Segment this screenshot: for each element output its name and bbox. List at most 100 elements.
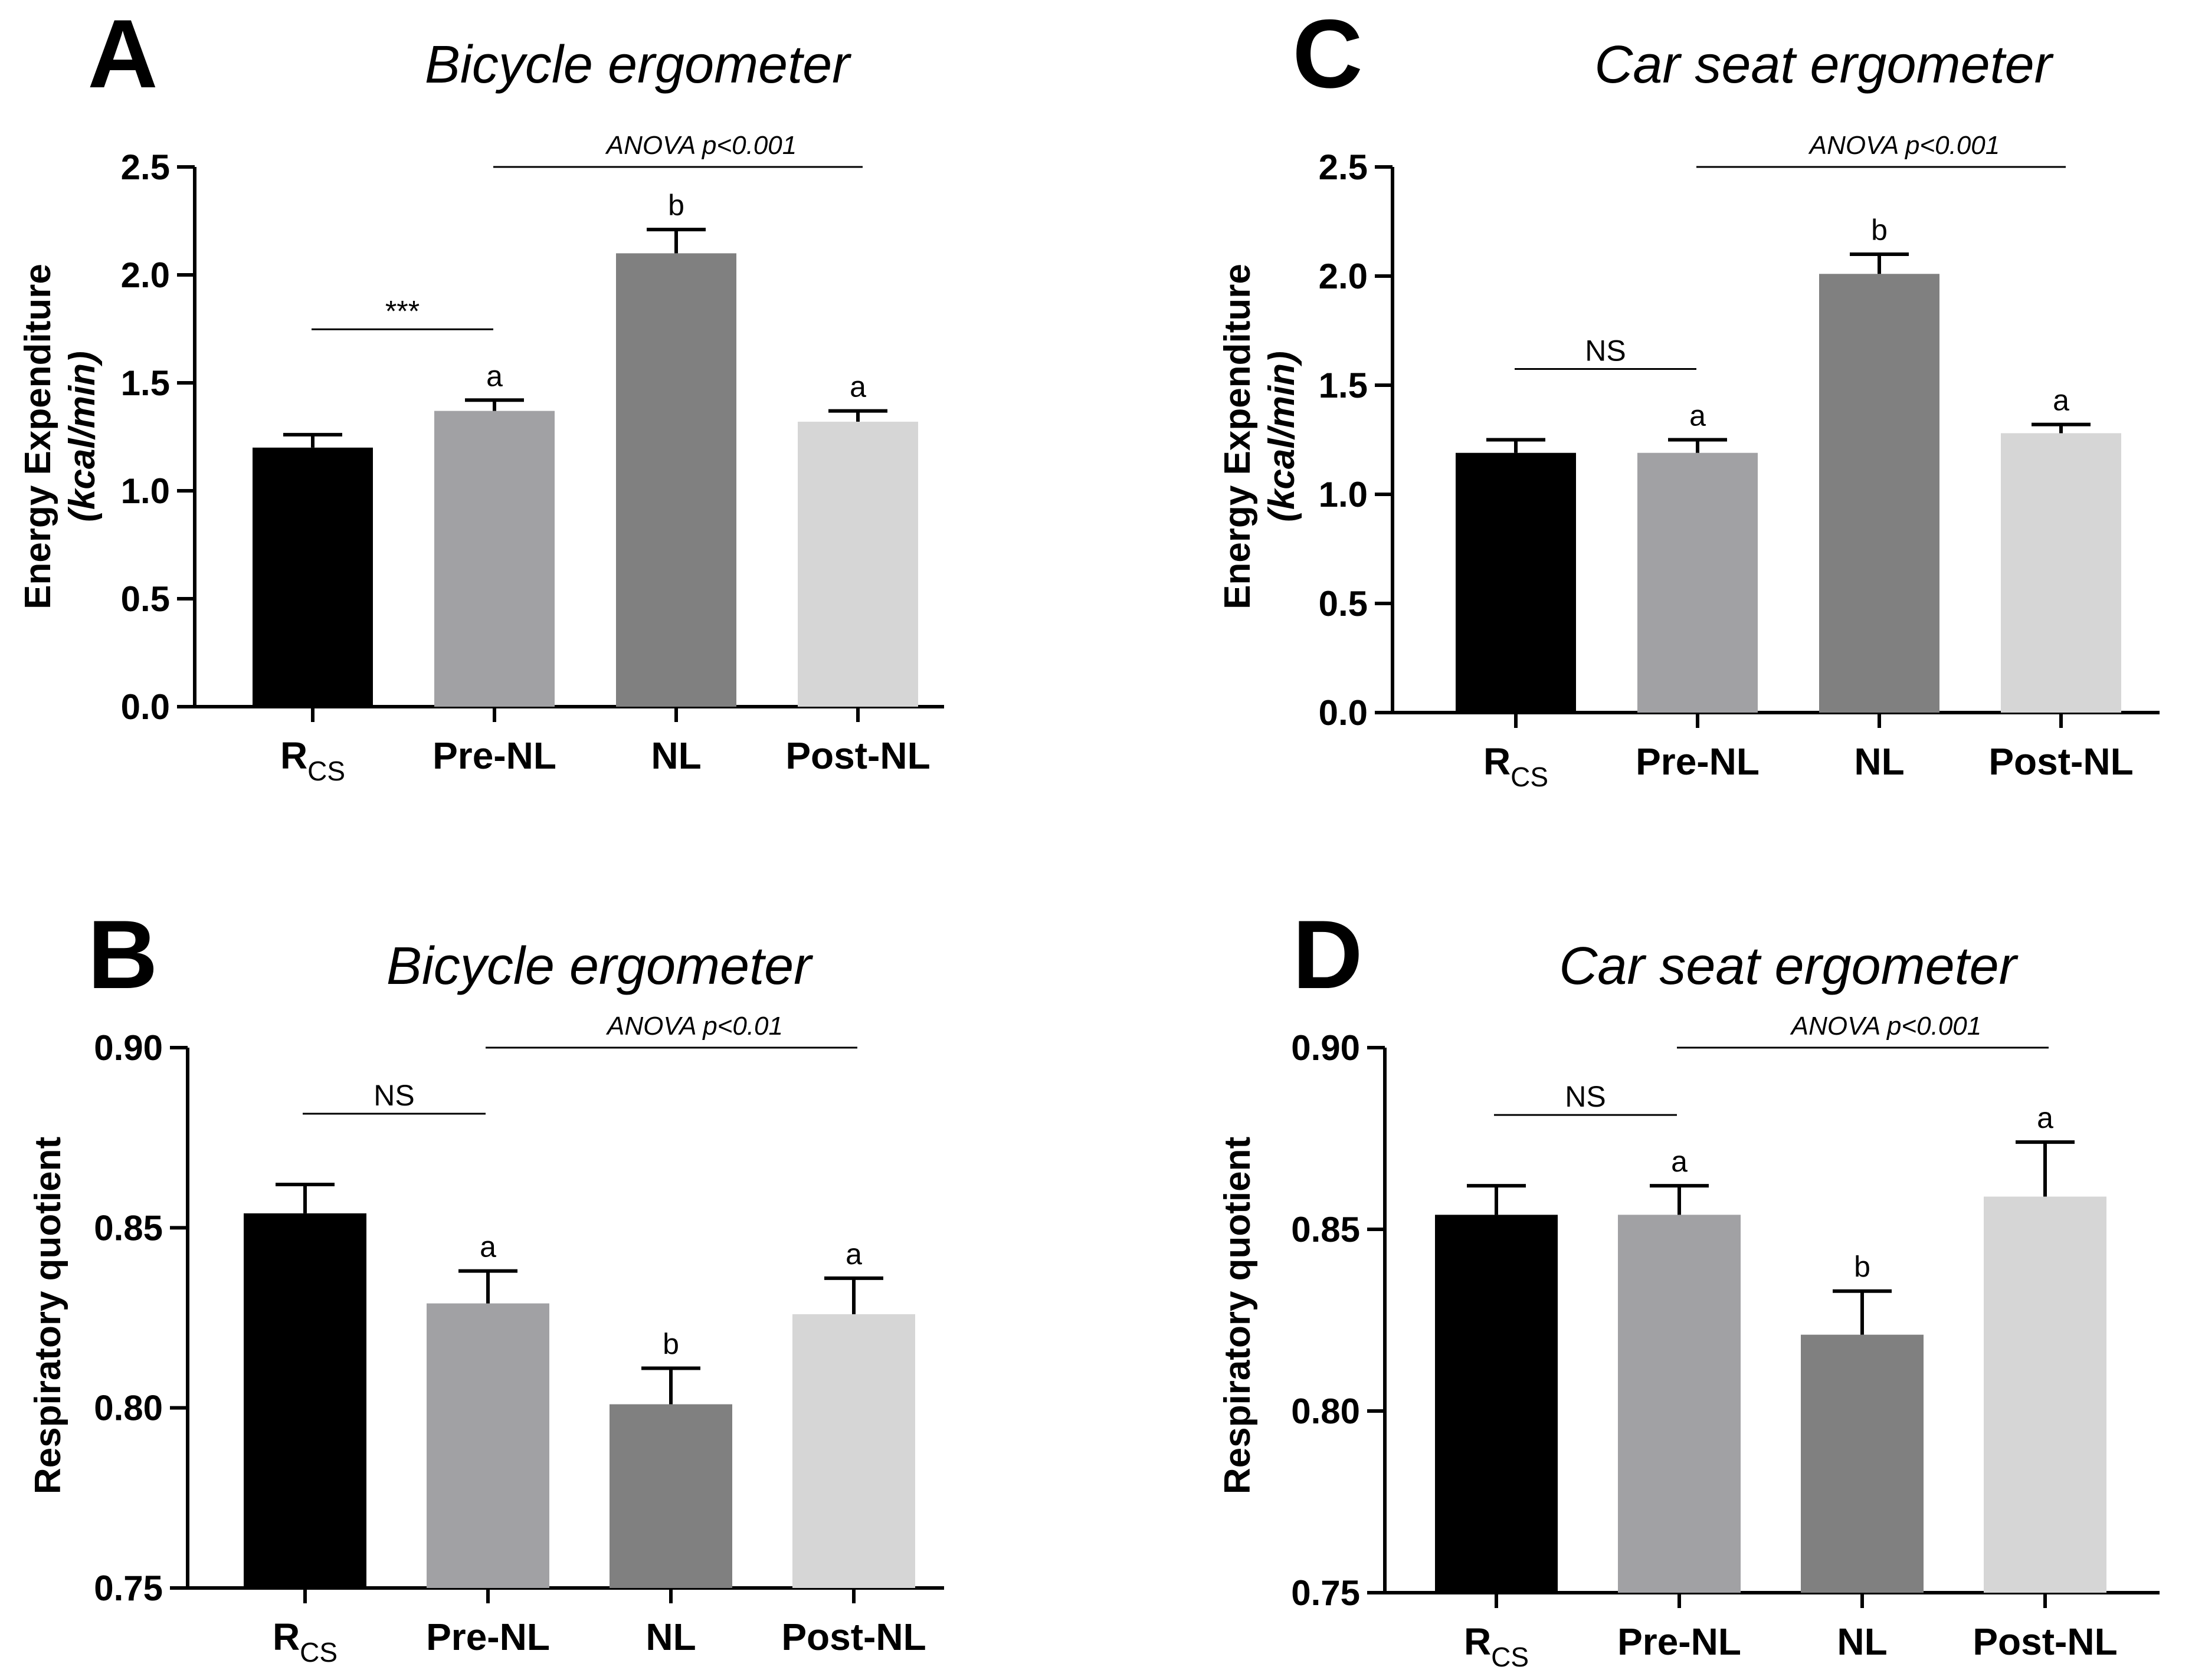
y-tick-label: 0.80	[94, 1389, 163, 1428]
significance-letter: a	[2037, 1101, 2053, 1134]
category-label: Pre-NL	[433, 734, 556, 777]
comparison-label: NS	[1585, 334, 1626, 368]
y-axis-label: Energy Expenditure	[1217, 264, 1258, 609]
panel-title: Car seat ergometer	[1559, 937, 2018, 996]
y-axis-unit: (kcal/min)	[1262, 351, 1302, 521]
panel-letter: A	[87, 0, 158, 108]
category-label: NL	[651, 734, 701, 777]
y-tick-label: 0.85	[94, 1208, 163, 1248]
y-tick-label: 0.5	[1319, 584, 1368, 624]
category-label: Post-NL	[781, 1616, 926, 1658]
category-label: NL	[1854, 740, 1904, 783]
anova-label: ANOVA p<0.001	[605, 131, 797, 160]
y-axis-label: Respiratory quotient	[1217, 1137, 1258, 1494]
bar-pre-nl	[427, 1303, 549, 1588]
bar-rcs	[253, 447, 373, 707]
y-tick-label: 2.5	[121, 147, 170, 187]
category-label: RCS	[273, 1616, 338, 1668]
bar-post-nl	[792, 1314, 915, 1588]
y-tick-label: 0.85	[1291, 1210, 1360, 1249]
bar-rcs	[1435, 1215, 1558, 1593]
category-main: Pre-NL	[433, 734, 556, 777]
y-tick-label: 0.90	[1291, 1028, 1360, 1068]
bar-nl	[1801, 1334, 1924, 1593]
panel-A: A Bicycle ergometer Energy Expenditure (kca…	[18, 0, 944, 786]
significance-letter: b	[663, 1327, 679, 1360]
y-tick-label: 0.0	[121, 687, 170, 727]
category-label: RCS	[1464, 1620, 1529, 1672]
y-tick-label: 1.5	[1319, 366, 1368, 405]
panel-D: D Car seat ergometer Respiratory quotient 0…	[1217, 900, 2160, 1672]
significance-letter: b	[1854, 1251, 1870, 1284]
category-main: NL	[1837, 1620, 1887, 1663]
significance-letter: a	[486, 359, 503, 392]
category-label: Post-NL	[1988, 740, 2133, 783]
category-main: R	[280, 734, 307, 777]
category-label: Post-NL	[1973, 1620, 2117, 1663]
y-tick-label: 0.5	[121, 579, 170, 619]
anova-label: ANOVA p<0.001	[1808, 131, 2000, 160]
significance-letter: a	[2053, 384, 2069, 417]
category-main: Pre-NL	[426, 1616, 550, 1658]
y-axis-unit: (kcal/min)	[62, 351, 103, 521]
category-label: Pre-NL	[426, 1616, 550, 1658]
category-main: Post-NL	[781, 1616, 926, 1658]
panel-letter: C	[1292, 0, 1362, 108]
anova-label: ANOVA p<0.01	[605, 1012, 783, 1041]
panel-title: Car seat ergometer	[1594, 35, 2053, 94]
category-main: Pre-NL	[1636, 740, 1760, 783]
significance-letter: a	[846, 1238, 862, 1271]
y-axis-label: Energy Expenditure	[18, 264, 58, 609]
y-tick-label: 2.0	[121, 255, 170, 295]
category-subscript: CS	[300, 1637, 338, 1668]
comparison-label: NS	[373, 1079, 414, 1112]
bar-post-nl	[798, 421, 918, 707]
y-tick-label: 0.90	[94, 1028, 163, 1068]
y-tick-label: 1.0	[121, 471, 170, 511]
significance-letter: a	[1671, 1145, 1688, 1178]
bar-pre-nl	[1637, 452, 1758, 713]
panel-title: Bicycle ergometer	[386, 937, 813, 996]
bar-rcs	[244, 1213, 366, 1588]
y-tick-label: 0.75	[94, 1569, 163, 1608]
bar-nl	[1819, 274, 1939, 713]
comparison-label: NS	[1565, 1080, 1606, 1113]
panel-B: B Bicycle ergometer Respiratory quotient 0.…	[28, 900, 944, 1668]
comparison-label: ***	[385, 294, 420, 327]
bar-pre-nl	[1618, 1215, 1741, 1593]
significance-letter: a	[1689, 399, 1706, 432]
panel-C: C Car seat ergometer Energy Expenditure (kc…	[1217, 0, 2160, 792]
category-main: R	[1483, 740, 1511, 783]
significance-letter: b	[668, 189, 684, 222]
significance-letter: a	[850, 370, 866, 403]
y-tick-label: 0.75	[1291, 1573, 1360, 1613]
category-main: Post-NL	[1988, 740, 2133, 783]
category-label: RCS	[280, 734, 345, 786]
category-main: R	[273, 1616, 300, 1658]
bar-nl	[616, 253, 736, 707]
significance-letter: b	[1871, 214, 1888, 247]
significance-letter: a	[480, 1231, 496, 1264]
category-subscript: CS	[1491, 1642, 1529, 1672]
y-axis-label: Respiratory quotient	[28, 1137, 68, 1494]
category-label: NL	[646, 1616, 696, 1658]
panel-title: Bicycle ergometer	[425, 35, 851, 94]
category-main: NL	[651, 734, 701, 777]
bar-post-nl	[2001, 433, 2121, 713]
category-main: Post-NL	[1973, 1620, 2117, 1663]
y-tick-label: 0.80	[1291, 1392, 1360, 1431]
category-main: Pre-NL	[1617, 1620, 1741, 1663]
category-main: NL	[1854, 740, 1904, 783]
category-label: Post-NL	[785, 734, 930, 777]
category-label: RCS	[1483, 740, 1548, 792]
y-tick-label: 1.5	[121, 363, 170, 403]
category-main: NL	[646, 1616, 696, 1658]
category-label: NL	[1837, 1620, 1887, 1663]
panel-letter: B	[87, 900, 158, 1009]
panel-letter: D	[1292, 900, 1362, 1009]
category-label: Pre-NL	[1617, 1620, 1741, 1663]
anova-label: ANOVA p<0.001	[1790, 1012, 1981, 1041]
category-label: Pre-NL	[1636, 740, 1760, 783]
bar-post-nl	[1984, 1196, 2106, 1593]
